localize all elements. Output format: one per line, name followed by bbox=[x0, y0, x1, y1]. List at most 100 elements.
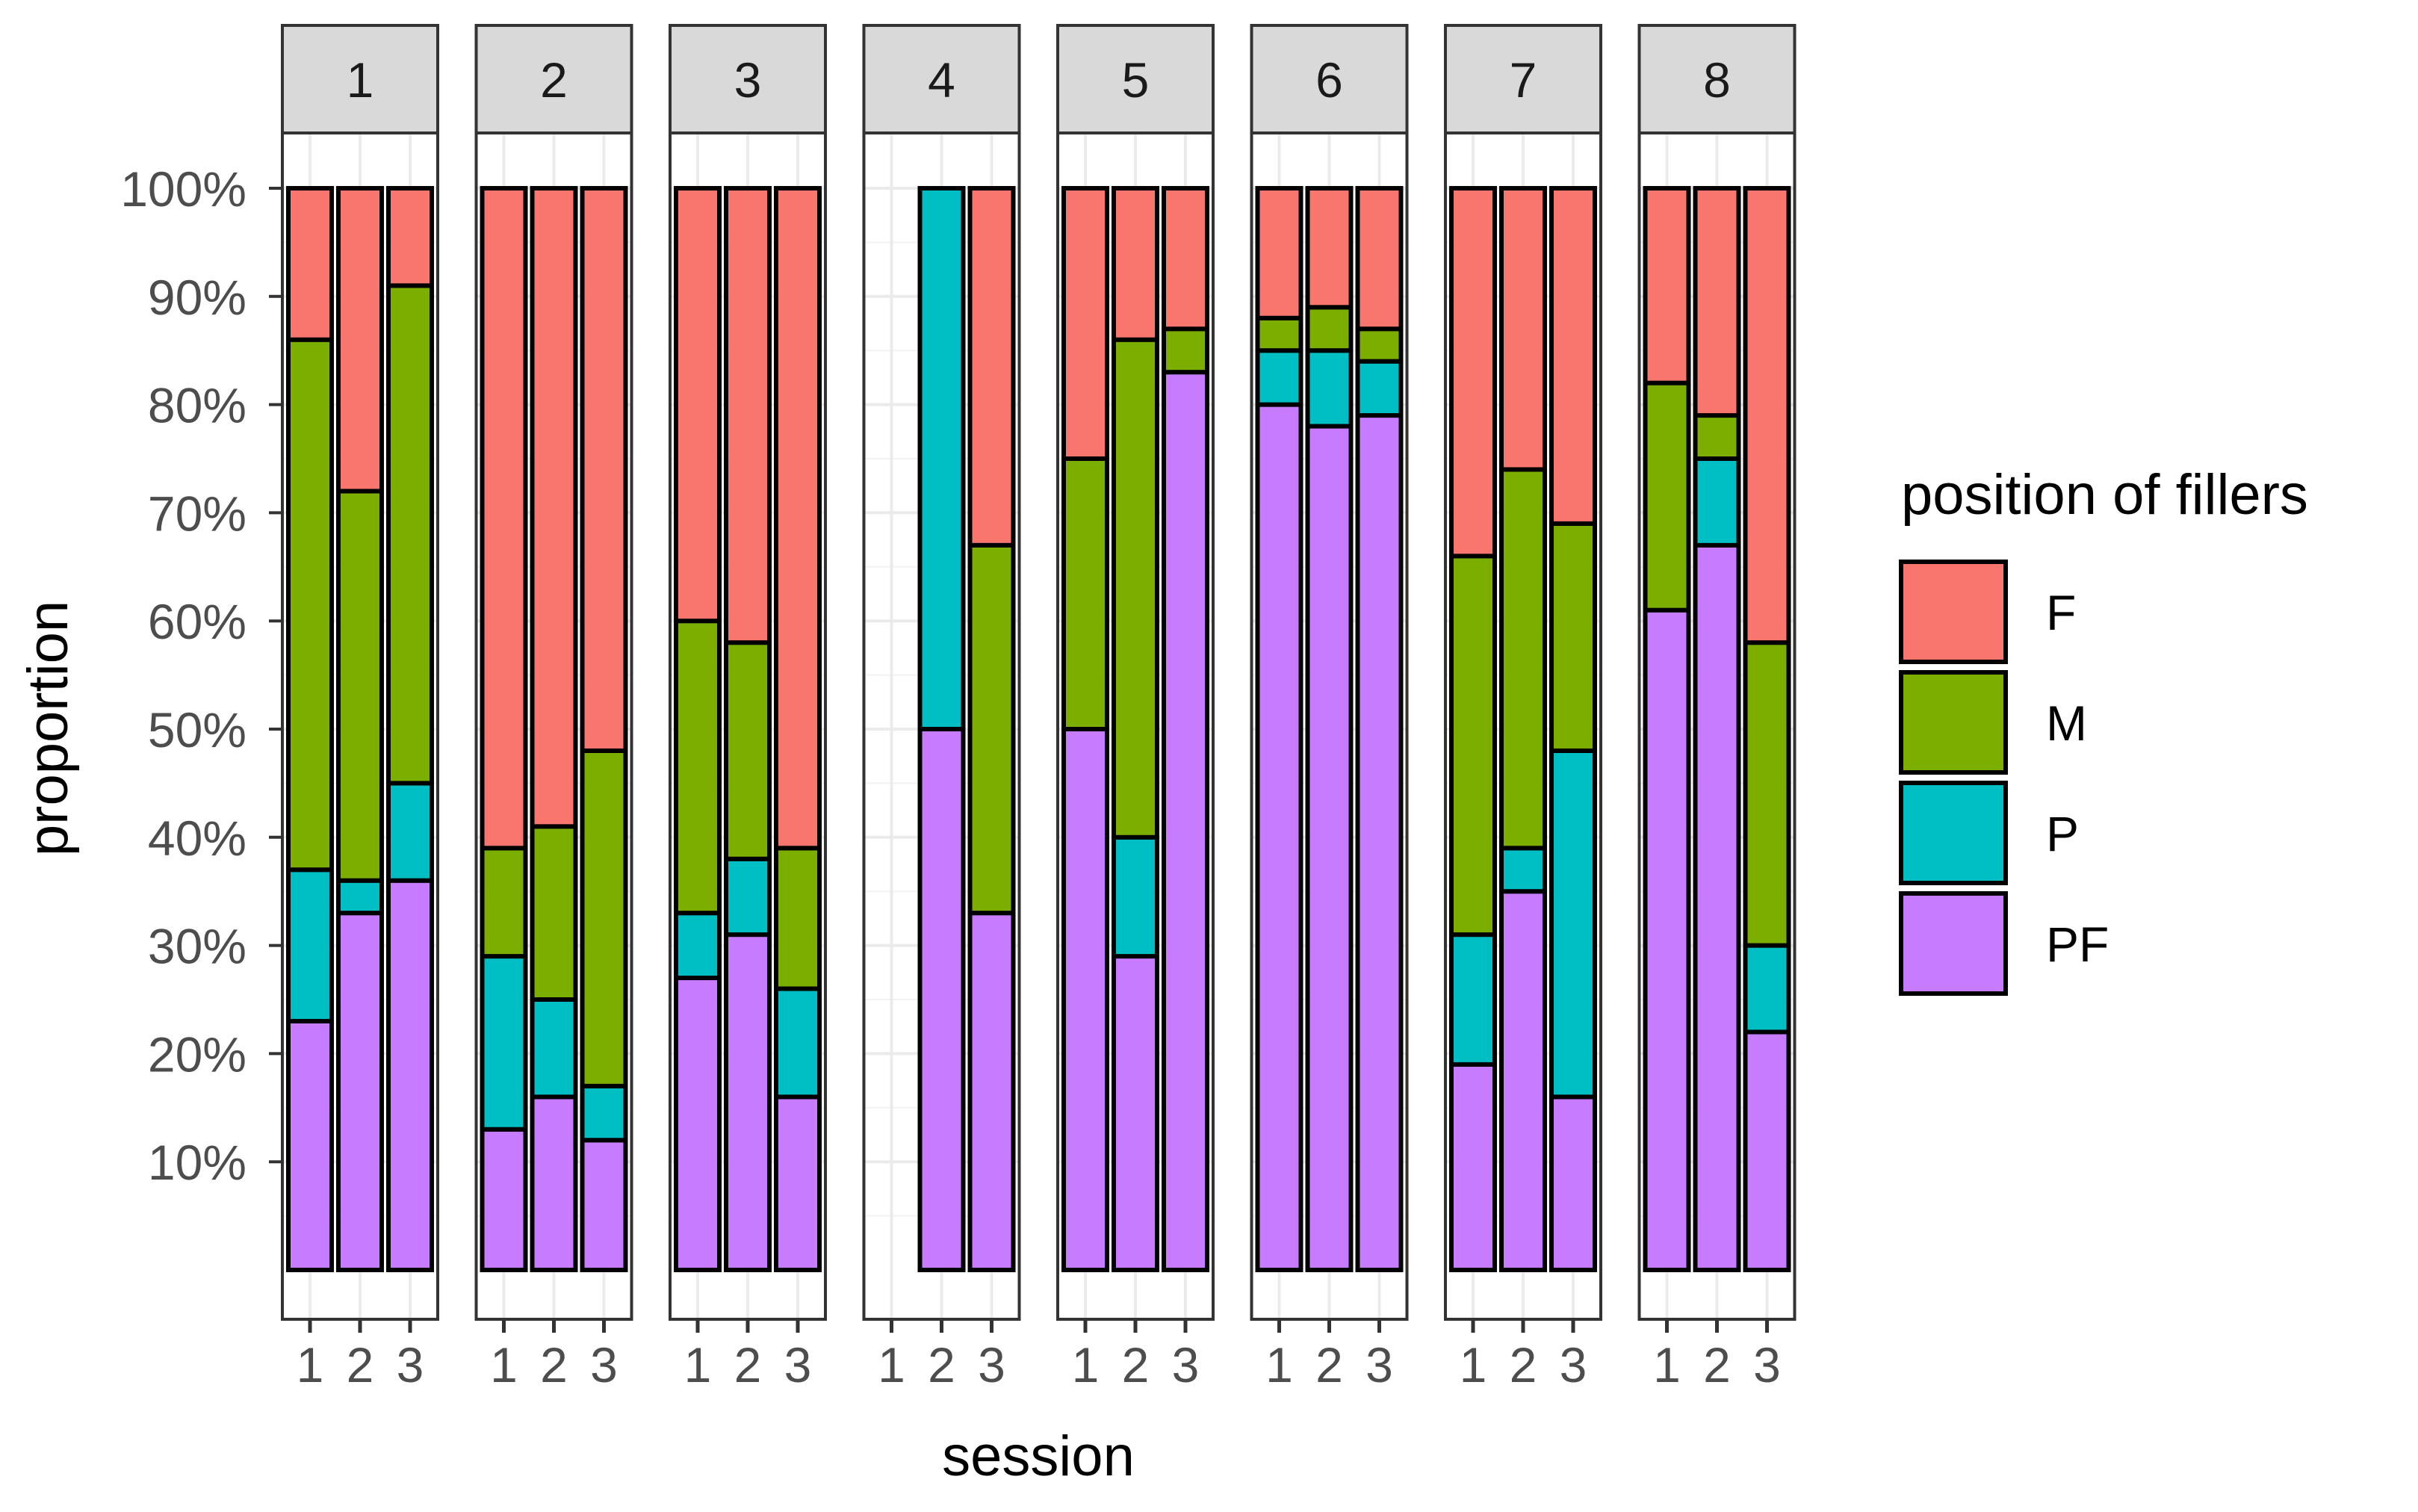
legend-label: M bbox=[2046, 695, 2087, 751]
bar-segment-p bbox=[1693, 456, 1741, 548]
bar-segment-pf bbox=[1449, 1062, 1497, 1272]
x-tick-label: 1 bbox=[1653, 1337, 1681, 1392]
facet-panel-2: 21 2 3 bbox=[474, 24, 633, 1392]
bar-segment-f bbox=[1643, 186, 1691, 385]
facet-panel-8: 8 1 2 3 bbox=[1637, 24, 1797, 1392]
bar-segment-f bbox=[1255, 186, 1303, 320]
legend-label: F bbox=[2046, 585, 2076, 640]
bar-segment-f bbox=[580, 186, 628, 753]
x-tick-label: 3 bbox=[397, 1337, 424, 1392]
bar-segment-f bbox=[386, 186, 434, 288]
bar-segment-pf bbox=[1255, 402, 1303, 1272]
bar-segment-f bbox=[1355, 186, 1404, 332]
bar-segment-m bbox=[1449, 554, 1497, 938]
x-tick-label: 2 bbox=[734, 1337, 762, 1392]
bar-segment-f bbox=[724, 186, 772, 645]
legend: position of fillers FMP PF bbox=[1899, 463, 2308, 996]
facet-strip bbox=[474, 24, 633, 134]
legend-title: position of fillers bbox=[1901, 463, 2308, 527]
facet-strip bbox=[281, 24, 439, 134]
bar-segment-pf bbox=[917, 727, 966, 1272]
bar-segment-m bbox=[1255, 315, 1303, 353]
bar-segment-p bbox=[774, 986, 822, 1100]
x-tick-label: 1 bbox=[490, 1337, 518, 1392]
bar-segment-pf bbox=[674, 976, 722, 1273]
bar-segment-m bbox=[530, 824, 578, 1002]
bar-segment-m bbox=[480, 846, 528, 959]
facet-panel-1: 11 2 3 bbox=[281, 24, 439, 1392]
bar-segment-p bbox=[1549, 748, 1597, 1100]
legend-key-m bbox=[1899, 670, 2008, 775]
bar-segment-pf bbox=[1162, 370, 1209, 1272]
facet-strip-label: 7 bbox=[1510, 52, 1537, 108]
bar-segment-pf bbox=[1061, 727, 1109, 1272]
bar-segment-p bbox=[580, 1083, 628, 1143]
bar-segment-p bbox=[386, 781, 434, 883]
bar-segment-m bbox=[1549, 521, 1597, 753]
bar-segment-p bbox=[1112, 834, 1159, 959]
x-tick-label: 3 bbox=[1365, 1337, 1393, 1392]
bar-segment-p bbox=[674, 911, 722, 981]
y-tick-label: 50% bbox=[148, 702, 247, 757]
bar-segment-p bbox=[1355, 359, 1404, 418]
bar-segment-m bbox=[1162, 326, 1209, 375]
bar-segment-m bbox=[724, 640, 772, 861]
facet-strip-label: 2 bbox=[540, 52, 568, 108]
bar-segment-pf bbox=[386, 878, 434, 1272]
x-tick-label: 2 bbox=[1510, 1337, 1537, 1392]
bar-segment-pf bbox=[580, 1138, 628, 1272]
bar-segment-pf bbox=[1305, 424, 1354, 1272]
bar-segment-m bbox=[336, 489, 384, 883]
y-tick-label: 80% bbox=[148, 378, 247, 433]
bar-segment-m bbox=[774, 846, 822, 991]
facet-panel-7: 7 1 2 3 bbox=[1444, 24, 1602, 1392]
bar-segment-p bbox=[480, 954, 528, 1132]
y-tick-label: 60% bbox=[148, 594, 247, 649]
facet-strip-label: 5 bbox=[1122, 52, 1150, 108]
bar-segment-f bbox=[1112, 186, 1159, 342]
legend-label: P bbox=[2046, 806, 2079, 861]
legend-key-pf bbox=[1899, 891, 2008, 996]
bar-segment-pf bbox=[336, 911, 384, 1273]
bar-segment-pf bbox=[1743, 1029, 1791, 1272]
y-tick-label: 90% bbox=[148, 270, 247, 325]
facet-strip bbox=[1444, 24, 1602, 134]
facet-panel-5: 5 1 2 3 bbox=[1056, 24, 1215, 1392]
bar-segment-m bbox=[967, 542, 1016, 916]
x-tick-label: 1 bbox=[297, 1337, 324, 1392]
x-tick-label: 2 bbox=[1122, 1337, 1150, 1392]
x-tick-label: 3 bbox=[1172, 1337, 1200, 1392]
facet-strip-label: 8 bbox=[1703, 52, 1731, 108]
y-tick-label: 70% bbox=[148, 486, 247, 541]
bar-segment-f bbox=[1693, 186, 1741, 418]
bar-segment-p bbox=[917, 186, 966, 731]
bar-segment-p bbox=[1743, 943, 1791, 1035]
x-tick-label: 2 bbox=[347, 1337, 374, 1392]
bar-segment-pf bbox=[1643, 607, 1691, 1272]
bar-segment-pf bbox=[480, 1127, 528, 1273]
bar-segment-f bbox=[1061, 186, 1109, 461]
y-tick-label: 20% bbox=[148, 1026, 247, 1082]
y-tick-label: 30% bbox=[148, 919, 247, 974]
x-tick-label: 1 bbox=[878, 1337, 905, 1392]
bar-segment-p bbox=[530, 997, 578, 1100]
bar-segment-f bbox=[967, 186, 1016, 548]
bar-segment-p bbox=[724, 856, 772, 938]
facet-strip-label: 3 bbox=[734, 52, 762, 108]
x-axis-title: session bbox=[942, 1425, 1135, 1488]
bar-segment-pf bbox=[286, 1018, 334, 1272]
bar-segment-p bbox=[1305, 348, 1354, 429]
x-tick-label: 3 bbox=[978, 1337, 1005, 1392]
x-tick-label: 3 bbox=[590, 1337, 618, 1392]
legend-key-p bbox=[1899, 781, 2008, 885]
bar-segment-f bbox=[774, 186, 822, 851]
x-tick-label: 2 bbox=[540, 1337, 568, 1392]
facet-panel-6: 6 1 2 3 bbox=[1250, 24, 1409, 1392]
x-tick-label: 3 bbox=[784, 1337, 812, 1392]
facet-strip bbox=[862, 24, 1021, 134]
bar-segment-pf bbox=[967, 911, 1016, 1273]
bar-segment-pf bbox=[1549, 1094, 1597, 1272]
x-tick-label: 1 bbox=[1072, 1337, 1100, 1392]
bar-segment-m bbox=[1743, 640, 1791, 948]
